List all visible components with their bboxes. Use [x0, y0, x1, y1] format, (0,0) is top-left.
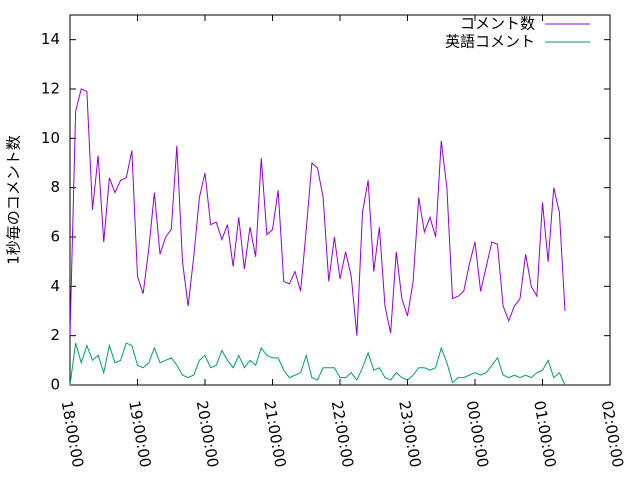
legend-label: 英語コメント [445, 33, 535, 51]
y-tick-label: 10 [41, 129, 60, 147]
y-axis-label: 1秒毎のコメント数 [5, 135, 23, 265]
legend-label: コメント数 [460, 15, 535, 33]
y-tick-label: 14 [41, 30, 60, 48]
series-line [69, 88, 566, 336]
y-tick-label: 8 [50, 178, 60, 196]
y-tick-label: 2 [50, 326, 60, 344]
series-line [69, 342, 566, 386]
y-tick-label: 4 [50, 277, 60, 295]
y-tick-label: 6 [50, 228, 60, 246]
y-tick-label: 12 [41, 80, 60, 98]
y-tick-label: 0 [50, 376, 60, 394]
